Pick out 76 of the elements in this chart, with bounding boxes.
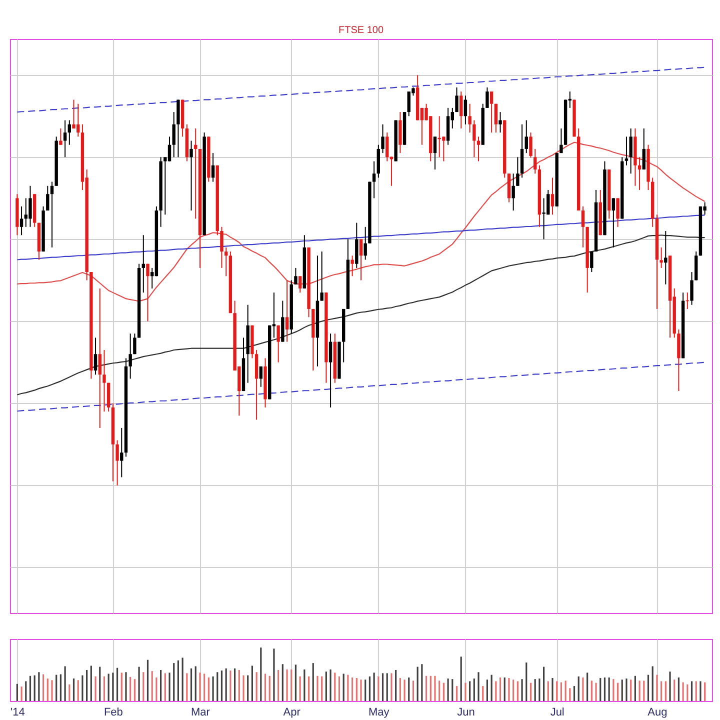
x-tick-label: Jun	[457, 706, 475, 718]
candlestick	[629, 128, 632, 174]
x-tick-label: '14	[10, 706, 25, 718]
candlestick	[128, 333, 132, 380]
candlestick	[386, 132, 389, 162]
candlestick	[168, 136, 172, 162]
candlestick	[116, 440, 119, 486]
x-tick-label: Aug	[648, 706, 668, 718]
candlestick	[660, 246, 663, 268]
candlestick	[50, 181, 54, 248]
candlestick	[350, 255, 354, 277]
candlestick	[468, 103, 472, 134]
candlestick	[490, 91, 494, 134]
candlestick	[328, 333, 332, 408]
candlestick	[516, 156, 520, 186]
candlestick	[560, 128, 563, 154]
candlestick	[460, 91, 463, 129]
candlestick	[498, 112, 502, 134]
candlestick	[285, 280, 289, 342]
candlestick	[46, 185, 50, 212]
candlestick	[364, 226, 367, 260]
candlestick	[624, 136, 628, 166]
x-tick-label: Mar	[190, 706, 210, 718]
candlestick	[533, 148, 537, 174]
candlestick	[664, 230, 668, 285]
candlestick	[224, 246, 228, 277]
candlestick	[381, 124, 384, 154]
candlestick	[59, 128, 62, 146]
candlestick	[102, 350, 106, 412]
candlestick	[294, 267, 298, 285]
candlestick	[142, 234, 145, 294]
candlestick	[194, 128, 198, 220]
x-tick-label: Jul	[550, 706, 564, 718]
candlestick	[190, 140, 193, 212]
candlestick	[529, 132, 532, 158]
candlestick	[94, 337, 98, 376]
candlestick	[28, 185, 32, 228]
candlestick	[581, 206, 585, 248]
candlestick	[276, 324, 280, 363]
x-tick-label: Apr	[283, 706, 301, 718]
candlestick	[211, 152, 215, 182]
candlestick	[690, 272, 694, 306]
candlestick	[638, 156, 642, 190]
candlestick	[320, 251, 324, 302]
candlestick	[542, 198, 546, 240]
candlestick	[612, 198, 616, 248]
candlestick	[298, 276, 302, 294]
candlestick	[72, 99, 76, 129]
candlestick	[455, 86, 458, 113]
candlestick	[494, 103, 498, 134]
candlestick	[259, 366, 262, 388]
chart-title: FTSE 100	[338, 25, 384, 36]
candlestick	[590, 251, 594, 273]
x-tick-label: Feb	[104, 706, 123, 718]
candlestick	[220, 226, 224, 268]
candlestick	[512, 173, 515, 212]
candlestick	[359, 238, 363, 281]
candlestick	[550, 177, 554, 216]
candlestick	[20, 206, 24, 236]
candlestick	[133, 333, 136, 355]
candlestick	[98, 288, 102, 428]
candlestick	[464, 95, 468, 125]
candlestick	[372, 160, 376, 199]
candlestick	[172, 112, 176, 158]
candlestick	[472, 120, 476, 158]
candlestick	[433, 136, 437, 170]
candlestick	[524, 120, 528, 154]
candlestick	[642, 128, 646, 170]
candlestick	[476, 136, 480, 162]
candlestick	[63, 120, 67, 158]
candlestick	[120, 427, 124, 478]
candlestick	[146, 263, 150, 322]
candlestick	[616, 198, 620, 228]
x-tick-label: May	[368, 706, 390, 718]
candlestick	[68, 120, 72, 146]
candlestick	[486, 86, 489, 108]
